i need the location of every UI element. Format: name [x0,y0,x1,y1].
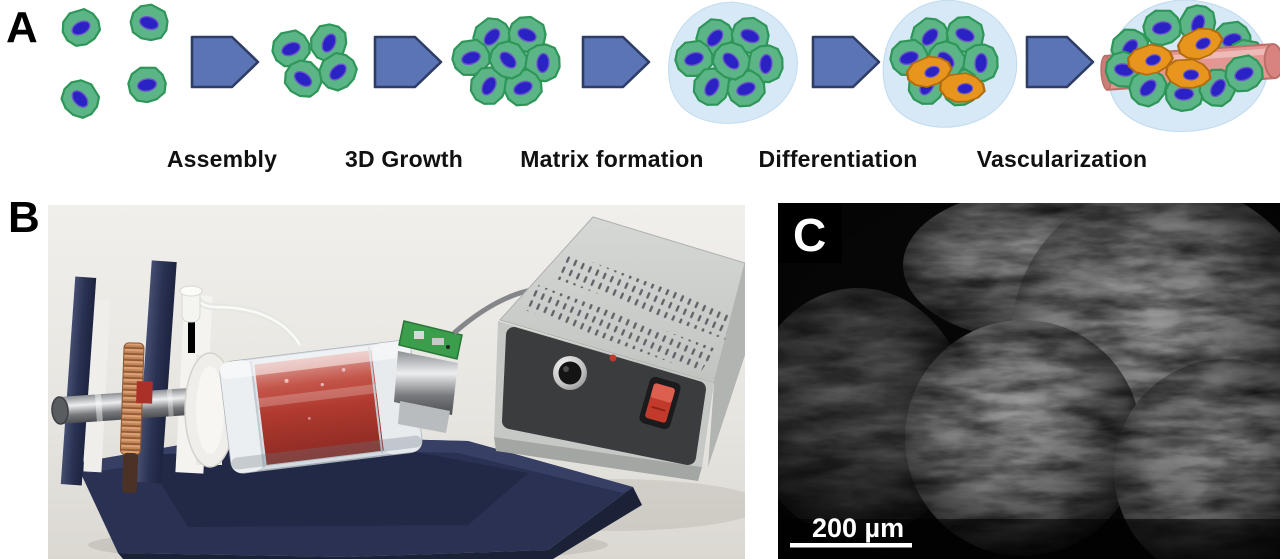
process-arrow-icon [373,35,443,89]
process-arrow-icon [811,35,881,89]
step-label-vascularization: Vascularization [976,146,1148,172]
panel-c-letter: C [793,209,826,261]
step-label-differentiation: Differentiation [758,146,918,172]
scale-bar: 200 µm [790,513,912,548]
step-label-matrix-formation: Matrix formation [520,146,704,172]
step-label-3d-growth: 3D Growth [344,146,464,172]
stand-post-right [136,260,177,484]
vascularized-cell-cluster [1097,0,1280,133]
indicator-led [609,354,617,362]
circuit-board [398,320,463,360]
stand-post-left [60,276,97,486]
matrix-cell-cluster [668,1,798,124]
grown-cell-cluster [450,9,569,110]
copper-rod [119,342,153,494]
process-arrow-icon [1025,35,1095,89]
dissociated-cells [57,0,177,123]
panel-c-letter-box [778,203,842,263]
rotating-culture-vessel [219,340,423,474]
assembled-cell-cluster [269,15,362,105]
power-controller [494,216,745,481]
drive-motor [394,320,463,433]
step-label-assembly: Assembly [166,146,278,172]
power-switch [639,376,681,430]
scale-bar-label: 200 µm [812,513,904,543]
differentiated-cell-cluster [882,0,1018,128]
gas-filter-and-tubing [179,285,303,353]
bioreactor-photo [48,205,745,559]
cell-process-diagram [57,0,1280,133]
sem-image: C 200 µm [778,203,1280,559]
process-arrow-icon [581,35,651,89]
panel-b-letter: B [8,193,40,242]
process-arrow-icon [190,35,260,89]
panel-a-letter: A [6,3,38,52]
